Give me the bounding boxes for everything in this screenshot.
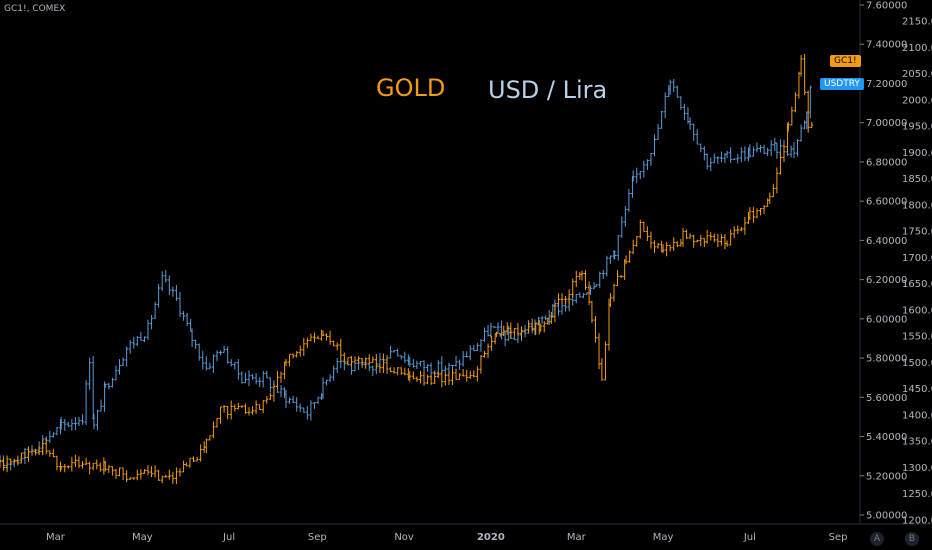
time-axis-tick-label: Nov (394, 532, 414, 543)
auto-scale-button[interactable]: A (870, 532, 884, 546)
left-axis-tick-label: 7.40000 (866, 40, 907, 51)
time-axis-tick-label: Sep (829, 532, 848, 543)
left-axis-tick-label: 7.60000 (866, 1, 907, 12)
series-gc1 (0, 53, 814, 485)
left-axis-tick-label: 6.80000 (866, 157, 907, 168)
right-axis-tick-label: 2050.0 (902, 69, 932, 80)
right-axis-tick-label: 1450.0 (902, 384, 932, 395)
left-axis-tick-label: 5.40000 (866, 432, 907, 443)
right-axis-tick-label: 2150.0 (902, 17, 932, 28)
right-price-axis[interactable]: 2150.0 2100.0 2050.0 2000.0 1950.0 1900.0 1850… (902, 17, 932, 527)
left-axis-tick-label: 5.00000 (866, 511, 907, 522)
time-axis-tick-label: Jul (743, 532, 756, 543)
gc1-price-tag: GC1! (830, 55, 861, 67)
right-axis-tick-label: 1200.0 (902, 516, 932, 527)
time-axis-tick-label: Jul (222, 532, 235, 543)
right-axis-tick-label: 1350.0 (902, 437, 932, 448)
scale-b-button[interactable]: B (905, 532, 919, 546)
usdtry-price-tag: USDTRY (820, 78, 864, 90)
right-axis-tick-label: 1750.0 (902, 227, 932, 238)
left-axis-tick-label: 6.60000 (866, 197, 907, 208)
right-axis-tick-label: 1950.0 (902, 122, 932, 133)
left-price-axis[interactable]: 7.60000 7.40000 7.20000 7.00000 6.80000 6.600… (0, 0, 932, 525)
right-axis-tick-label: 1650.0 (902, 279, 932, 290)
left-axis-tick-label: 5.60000 (866, 393, 907, 404)
right-axis-tick-label: 1400.0 (902, 410, 932, 421)
time-axis-tick-label: Sep (308, 532, 327, 543)
series-usdtry (0, 78, 812, 471)
left-axis-tick-label: 6.20000 (866, 275, 907, 286)
right-axis-tick-label: 1550.0 (902, 332, 932, 343)
right-axis-tick-label: 1700.0 (902, 253, 932, 264)
time-axis[interactable]: Mar May Jul Sep Nov 2020 Mar May Jul Sep (46, 532, 847, 543)
right-axis-tick-label: 1850.0 (902, 174, 932, 185)
usdtry-annotation: USD / Lira (488, 76, 608, 104)
right-axis-tick-label: 1300.0 (902, 463, 932, 474)
left-axis-tick-label: 5.80000 (866, 354, 907, 365)
right-axis-tick-label: 1800.0 (902, 200, 932, 211)
right-axis-tick-label: 2000.0 (902, 95, 932, 106)
time-axis-tick-label: May (132, 532, 153, 543)
time-axis-tick-label: May (653, 532, 674, 543)
left-axis-tick-label: 7.20000 (866, 79, 907, 90)
right-axis-tick-label: 1900.0 (902, 148, 932, 159)
symbol-label: GC1!, COMEX (4, 4, 66, 14)
right-axis-tick-label: 1250.0 (902, 489, 932, 500)
time-axis-tick-label: Mar (567, 532, 587, 543)
left-axis-tick-label: 7.00000 (866, 118, 907, 129)
left-axis-tick-label: 5.20000 (866, 471, 907, 482)
right-axis-tick-label: 1600.0 (902, 305, 932, 316)
left-axis-tick-label: 6.00000 (866, 314, 907, 325)
gold-annotation: GOLD (376, 74, 446, 102)
right-axis-tick-label: 2100.0 (902, 43, 932, 54)
time-axis-tick-label: 2020 (477, 532, 505, 543)
left-axis-tick-label: 6.40000 (866, 236, 907, 247)
series-layer (0, 53, 814, 485)
right-axis-tick-label: 1500.0 (902, 358, 932, 369)
time-axis-tick-label: Mar (46, 532, 66, 543)
